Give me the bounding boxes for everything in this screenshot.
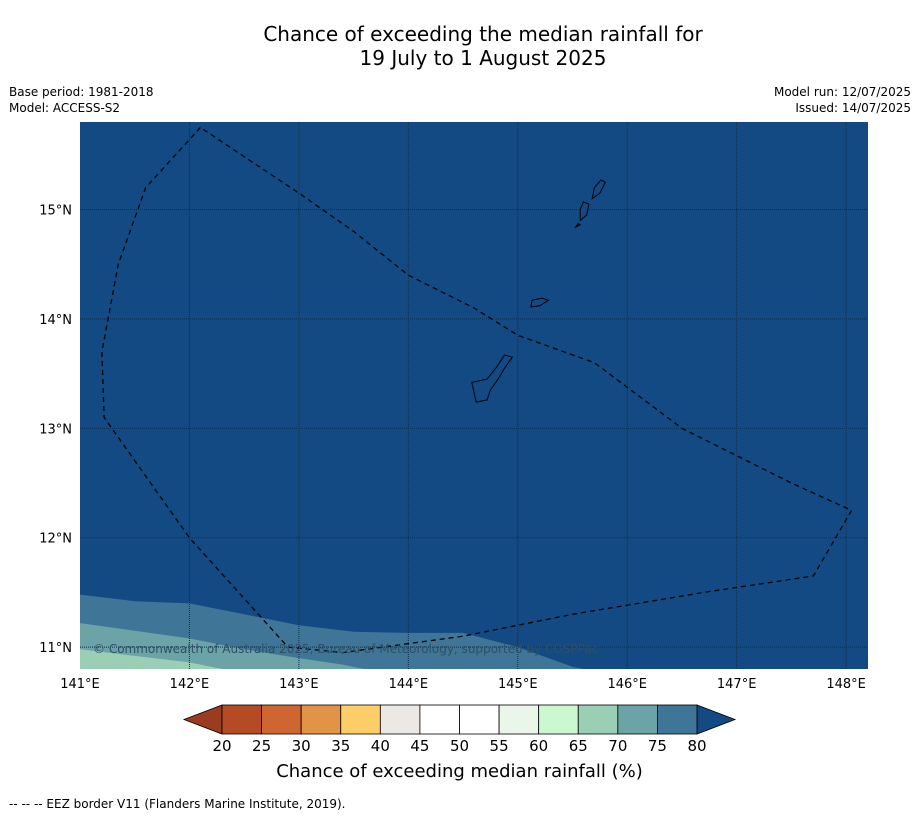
map-svg: © Commonwealth of Australia 2025, Bureau… [39, 122, 868, 755]
eez-footnote: -- -- -- EEZ border V11 (Flanders Marine… [9, 797, 346, 811]
colorbar-tick-label: 50 [450, 737, 469, 755]
colorbar-swatch [340, 704, 381, 735]
islands [471, 179, 606, 403]
colorbar-swatch [498, 704, 540, 735]
title-line-1: Chance of exceeding the median rainfall … [263, 22, 703, 46]
colorbar-under-arrow [182, 704, 223, 735]
colorbar-swatch [221, 704, 262, 735]
island-saipan [591, 179, 606, 200]
colorbar-tick-label: 60 [529, 737, 548, 755]
lat-tick-label: 13°N [39, 422, 72, 437]
colorbar-tick-label: 70 [608, 737, 627, 755]
colorbar-swatch [261, 704, 302, 735]
island-tinian [579, 201, 590, 222]
lon-tick-label: 146°E [607, 677, 647, 692]
title-line-2: 19 July to 1 August 2025 [359, 46, 607, 70]
copyright-note: © Commonwealth of Australia 2025, Bureau… [93, 642, 598, 656]
colorbar-swatch [617, 704, 658, 735]
model-run: Model run: 12/07/2025 [773, 85, 911, 99]
region-65-70pct [80, 649, 223, 669]
island-guam [471, 354, 514, 403]
model-name: Model: ACCESS-S2 [9, 101, 121, 115]
colorbar-tick-label: 40 [371, 737, 390, 755]
longitude-ticks: 141°E 142°E 143°E 144°E 145°E 146°E 147°E 148°E [60, 677, 866, 692]
colorbar-tick-label: 65 [569, 737, 588, 755]
island-aguijan [574, 223, 582, 229]
colorbar: 20 25 30 35 40 45 50 55 60 65 70 75 80 [182, 704, 737, 755]
lon-tick-label: 143°E [279, 677, 319, 692]
colorbar-swatch [577, 704, 619, 735]
colorbar-tick-label: 20 [212, 737, 231, 755]
colorbar-title: Chance of exceeding median rainfall (%) [276, 761, 643, 782]
gridlines [80, 122, 868, 669]
map-title: Chance of exceeding the median rainfall … [0, 22, 919, 70]
region-70-75pct [80, 623, 365, 669]
lon-tick-label: 144°E [389, 677, 429, 692]
colorbar-tick-label: 45 [410, 737, 429, 755]
colorbar-swatch [538, 704, 579, 735]
lat-tick-label: 15°N [39, 204, 72, 219]
colorbar-swatch [300, 704, 342, 735]
lat-tick-label: 14°N [39, 313, 72, 328]
colorbar-tick-label: 75 [648, 737, 667, 755]
lon-tick-label: 148°E [826, 677, 866, 692]
colorbar-tick-label: 35 [331, 737, 350, 755]
colorbar-swatch [459, 704, 500, 735]
meta-right: Model run: 12/07/2025 Issued: 14/07/2025 [774, 84, 911, 116]
lat-tick-label: 11°N [39, 641, 72, 656]
lat-tick-label: 12°N [39, 532, 72, 547]
issued-date: Issued: 14/07/2025 [795, 101, 911, 115]
meta-left: Base period: 1981-2018 Model: ACCESS-S2 [9, 84, 154, 116]
base-period: Base period: 1981-2018 [9, 85, 154, 99]
colorbar-over-arrow [696, 704, 737, 735]
lon-tick-label: 145°E [498, 677, 538, 692]
eez-border [101, 126, 853, 654]
latitude-ticks: 11°N 12°N 13°N 14°N 15°N [39, 204, 72, 657]
map-background [80, 122, 868, 669]
colorbar-tick-label: 80 [687, 737, 706, 755]
colorbar-swatch [419, 704, 460, 735]
plot-area: © Commonwealth of Australia 2025, Bureau… [80, 122, 868, 669]
colorbar-tick-label: 25 [252, 737, 271, 755]
colorbar-tick-label: 55 [490, 737, 509, 755]
low-probability-regions [80, 594, 584, 669]
lon-tick-label: 147°E [717, 677, 757, 692]
lon-tick-label: 142°E [170, 677, 210, 692]
island-rota [530, 297, 550, 308]
colorbar-tick-label: 30 [292, 737, 311, 755]
colorbar-swatch [657, 704, 698, 735]
colorbar-swatch [379, 704, 421, 735]
lon-tick-label: 141°E [60, 677, 100, 692]
